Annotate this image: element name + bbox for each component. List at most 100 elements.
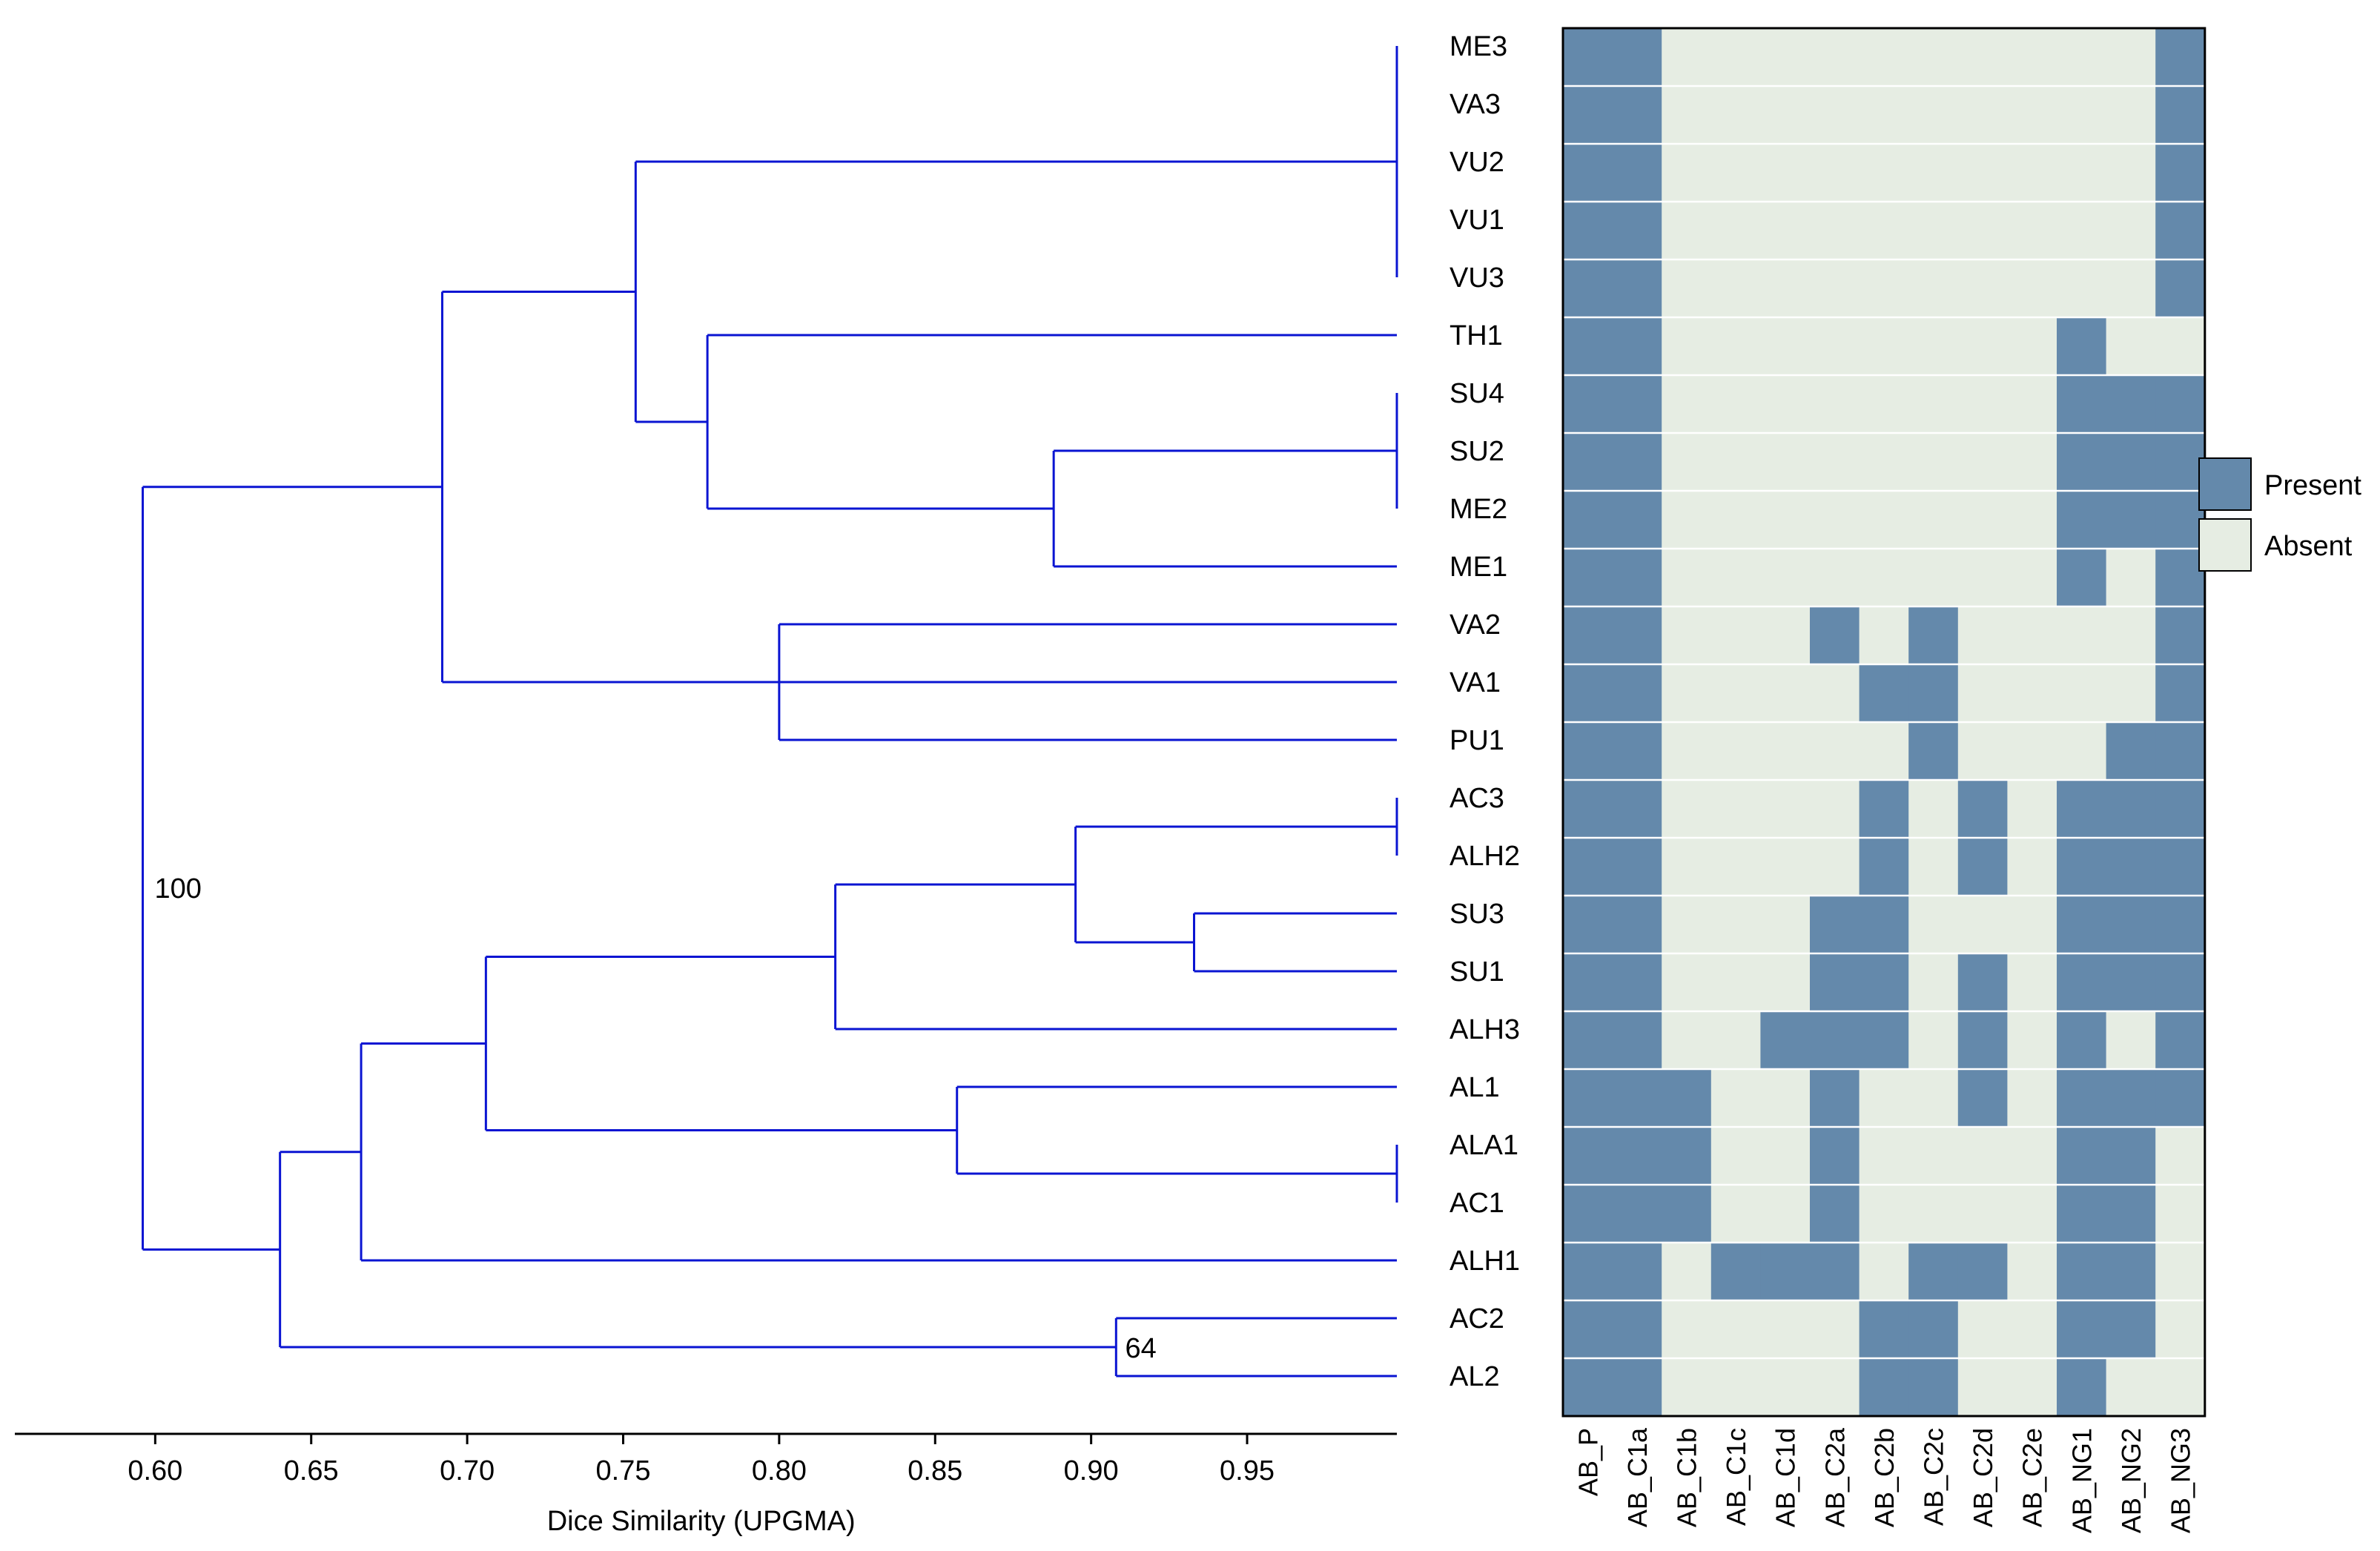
legend-swatch <box>2198 518 2252 572</box>
heatmap-cell-present <box>1908 606 1959 665</box>
heatmap-cell-absent <box>2057 722 2107 781</box>
heatmap-cell-absent <box>2106 144 2156 202</box>
heatmap-cell-absent <box>1908 1127 1959 1185</box>
heatmap-cell-absent <box>1710 896 1761 954</box>
heatmap-cell-absent <box>1810 433 1860 492</box>
heatmap-cell-absent <box>2155 1127 2206 1185</box>
heatmap-cell-absent <box>2057 86 2107 145</box>
heatmap-cell-absent <box>2007 1011 2057 1070</box>
heatmap-cell-present <box>2106 1069 2156 1128</box>
heatmap-cell-present <box>2106 1127 2156 1185</box>
heatmap-cell-present <box>1612 1243 1662 1301</box>
heatmap-cell-present <box>2106 1185 2156 1243</box>
row-label: TH1 <box>1450 320 1503 351</box>
heatmap-cell-present <box>1859 1358 1909 1417</box>
heatmap-cell-present <box>1612 1300 1662 1359</box>
heatmap-cell-present <box>1563 722 1613 781</box>
row-label: AL2 <box>1450 1361 1500 1392</box>
heatmap-border <box>1561 27 2207 1418</box>
heatmap-cell-absent <box>1957 549 2008 607</box>
heatmap-cell-present <box>1612 1127 1662 1185</box>
row-label: VU3 <box>1450 262 1504 294</box>
heatmap-cell-present <box>1563 317 1613 376</box>
heatmap-cell-absent <box>1957 86 2008 145</box>
heatmap-cell-absent <box>1710 28 1761 87</box>
heatmap-cell-absent <box>2155 1185 2206 1243</box>
heatmap-cell-present <box>2155 433 2206 492</box>
heatmap-cell-absent <box>2007 317 2057 376</box>
heatmap-cell-present <box>1810 1185 1860 1243</box>
heatmap-cell-absent <box>1859 317 1909 376</box>
heatmap-cell-present <box>1563 1185 1613 1243</box>
heatmap-cell-present <box>2155 1011 2206 1070</box>
heatmap-cell-present <box>2057 317 2107 376</box>
heatmap-cell-absent <box>1760 259 1811 318</box>
heatmap-cell-absent <box>1710 1069 1761 1128</box>
heatmap-cell-absent <box>2007 202 2057 260</box>
axis-tick-label: 0.80 <box>752 1455 807 1486</box>
heatmap-cell-present <box>1563 549 1613 607</box>
heatmap-cell-absent <box>1908 144 1959 202</box>
heatmap-cell-present <box>2155 896 2206 954</box>
heatmap-cell-absent <box>1957 1300 2008 1359</box>
heatmap-cell-absent <box>1662 896 1712 954</box>
heatmap-cell-present <box>1563 896 1613 954</box>
heatmap-cell-present <box>1612 317 1662 376</box>
heatmap-cell-present <box>1859 1011 1909 1070</box>
heatmap-cell-absent <box>1662 86 1712 145</box>
heatmap-cell-present <box>2057 491 2107 549</box>
heatmap-cell-present <box>1612 606 1662 665</box>
heatmap-cell-present <box>1810 1011 1860 1070</box>
heatmap-cell-present <box>1612 896 1662 954</box>
heatmap-cell-present <box>2155 1069 2206 1128</box>
heatmap-cell-present <box>2106 491 2156 549</box>
heatmap-cell-absent <box>1908 202 1959 260</box>
heatmap-cell-absent <box>1908 259 1959 318</box>
heatmap-cell-absent <box>2007 259 2057 318</box>
heatmap-cell-absent <box>1710 1185 1761 1243</box>
heatmap-cell-absent <box>1760 722 1811 781</box>
heatmap-cell-absent <box>1859 491 1909 549</box>
heatmap-cell-absent <box>1859 549 1909 607</box>
heatmap-cell-absent <box>1760 433 1811 492</box>
heatmap-cell-absent <box>1760 664 1811 723</box>
heatmap-cell-absent <box>1810 780 1860 839</box>
heatmap-cell-present <box>1859 838 1909 896</box>
row-label: PU1 <box>1450 725 1504 756</box>
heatmap-cell-absent <box>1662 491 1712 549</box>
heatmap-cell-absent <box>1662 953 1712 1012</box>
heatmap-cell-absent <box>1662 838 1712 896</box>
heatmap-cell-absent <box>1760 953 1811 1012</box>
heatmap-cell-absent <box>2007 1300 2057 1359</box>
column-labels: AB_P AB_C1a AB_C1b AB_C1c AB_C1d AB_C2a AB_C2b… <box>1573 1427 2195 1533</box>
heatmap-cell-absent <box>2007 722 2057 781</box>
heatmap-cell-absent <box>1957 491 2008 549</box>
heatmap-cell-present <box>1957 953 2008 1012</box>
heatmap-cell-absent <box>2057 606 2107 665</box>
heatmap-cell-present <box>1957 838 2008 896</box>
heatmap-cell-absent <box>1859 606 1909 665</box>
heatmap-cell-present <box>1563 1011 1613 1070</box>
heatmap-cell-present <box>1612 953 1662 1012</box>
dendrogram: 100 64 <box>142 46 1398 1378</box>
heatmap-cell-present <box>1563 606 1613 665</box>
heatmap-cell-present <box>1563 838 1613 896</box>
heatmap-cell-present <box>1612 433 1662 492</box>
heatmap-cell-present <box>2155 953 2206 1012</box>
heatmap-cell-absent <box>1760 1069 1811 1128</box>
heatmap-cell-absent <box>1710 491 1761 549</box>
heatmap-cell-absent <box>1908 491 1959 549</box>
heatmap-cell-absent <box>2106 664 2156 723</box>
heatmap-cell-present <box>2155 664 2206 723</box>
heatmap-cell-present <box>2057 1069 2107 1128</box>
heatmap-cell-absent <box>1908 28 1959 87</box>
heatmap-cell-present <box>1563 953 1613 1012</box>
heatmap-cell-present <box>2155 780 2206 839</box>
heatmap-cell-present <box>1810 606 1860 665</box>
similarity-axis: Dice Similarity (UPGMA) 0.60 0.65 0.70 0.75… <box>15 1432 1397 1537</box>
heatmap-cell-present <box>1612 549 1662 607</box>
heatmap-cell-absent <box>1760 144 1811 202</box>
heatmap-cell-absent <box>2106 259 2156 318</box>
heatmap-cell-absent <box>1859 1243 1909 1301</box>
heatmap-cell-present <box>1612 780 1662 839</box>
